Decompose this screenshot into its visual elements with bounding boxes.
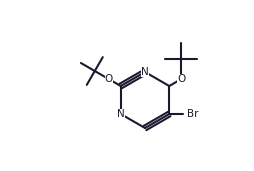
Text: N: N — [117, 109, 125, 119]
Text: N: N — [141, 67, 149, 77]
Text: Br: Br — [187, 109, 199, 119]
Text: O: O — [104, 74, 113, 84]
Text: O: O — [177, 74, 185, 84]
